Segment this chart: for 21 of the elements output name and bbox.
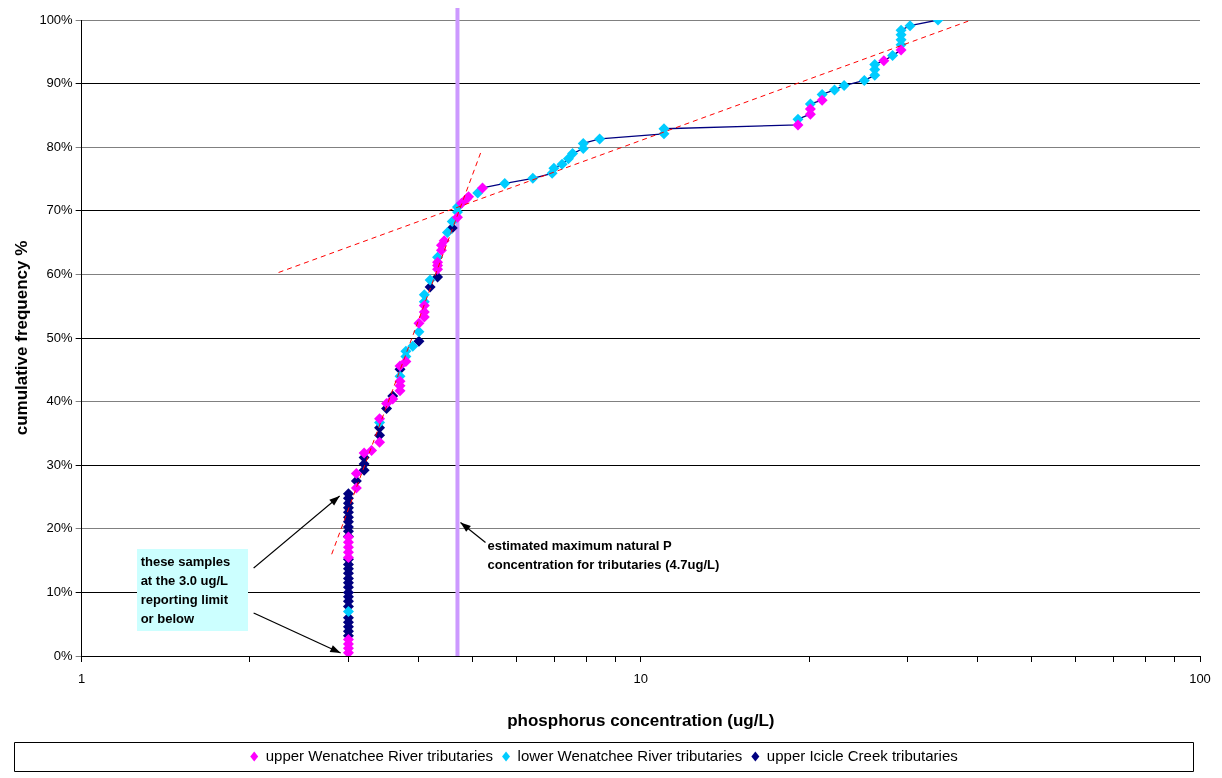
y-tick-label: 90% [46,75,74,91]
y-tick-label: 80% [46,138,74,154]
x-tick-label: 100 [1189,671,1211,687]
y-tick-label: 50% [46,329,74,345]
legend-label: upper Wenatchee River tributaries [265,746,494,764]
annotation: these samples at the 3.0 ug/L reporting limit or below [136,549,248,631]
y-tick-label: 60% [46,265,74,281]
annotation: estimated maximum natural P concentration for tributaries (4.7ug/L) [487,537,721,575]
x-tick-label: 1 [78,671,86,687]
y-tick-label: 70% [46,202,74,218]
y-tick-label: 100% [39,11,74,27]
legend-label: upper Icicle Creek tributaries [766,746,958,764]
y-tick-label: 40% [46,393,74,409]
x-tick-label: 10 [633,671,649,687]
y-tick-label: 0% [53,647,74,663]
x-axis-title: phosphorus concentration (ug/L) [507,711,775,731]
y-tick-label: 20% [46,520,74,536]
y-tick-label: 10% [46,583,74,599]
y-tick-label: 30% [46,456,74,472]
y-axis-title: cumulative frequency % [11,240,31,436]
legend-label: lower Wenatchee River tributaries [517,746,743,764]
